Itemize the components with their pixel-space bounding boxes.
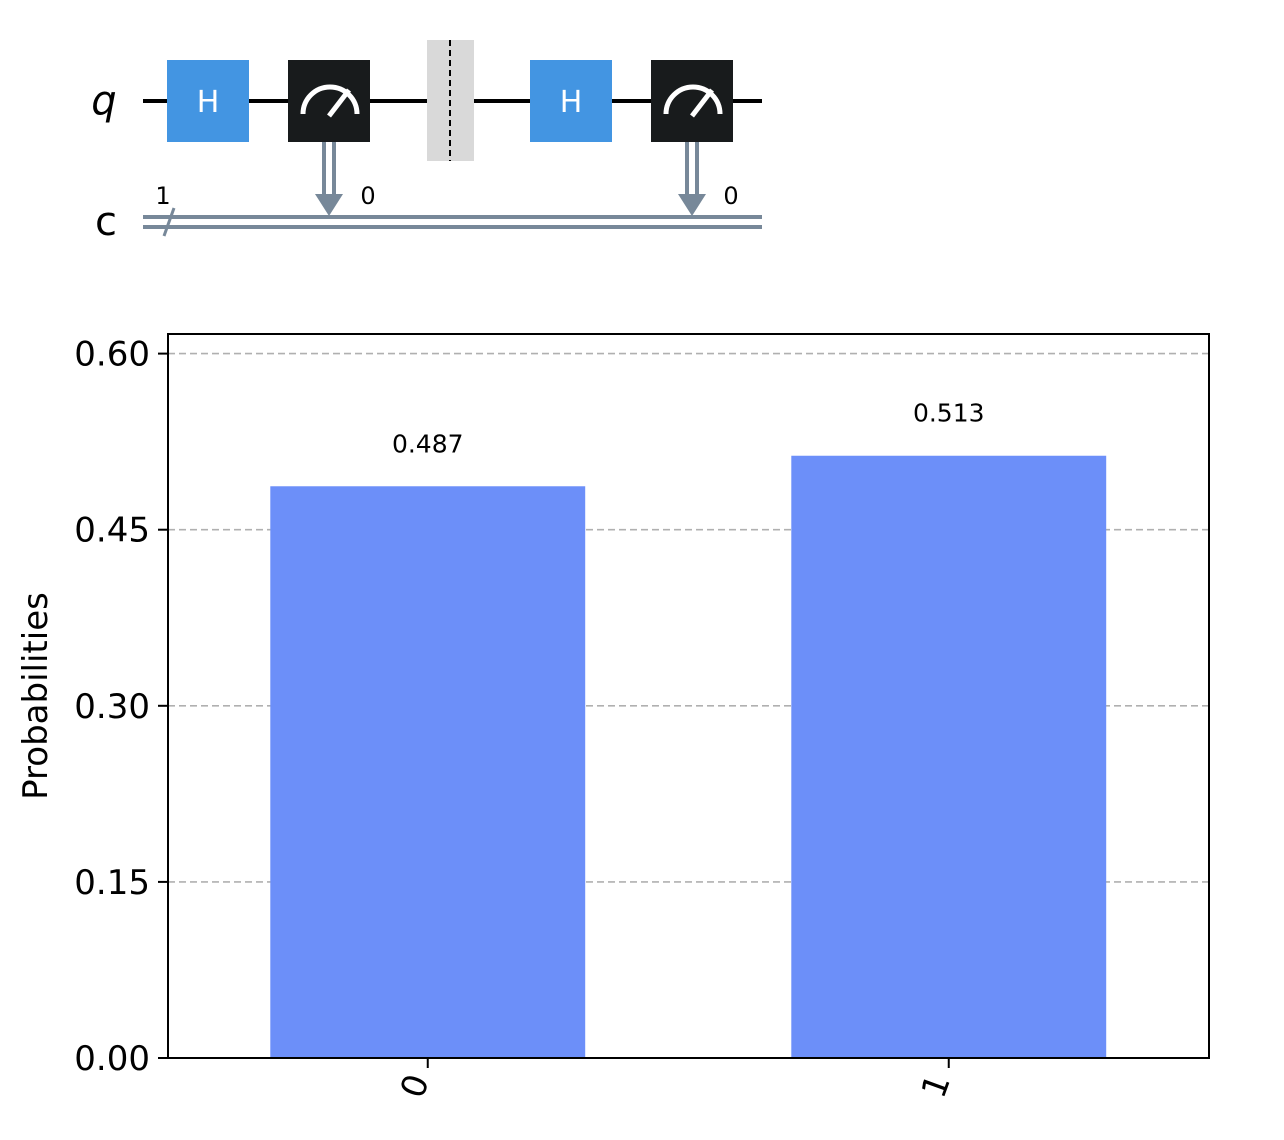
- measure-gate-2: [651, 60, 733, 142]
- bar-value-label: 0.487: [392, 429, 464, 458]
- meter-needle-2: [690, 88, 714, 118]
- grid-lines: [168, 352, 1209, 883]
- measure-1-target-label: 0: [360, 182, 375, 210]
- measure-1-arrow: [315, 194, 343, 216]
- bars: [270, 455, 1107, 1059]
- h-gate-1: [167, 60, 249, 142]
- plot-frame: [167, 333, 1210, 1059]
- meter-needle-1: [327, 88, 351, 118]
- clbit-label: c: [95, 199, 117, 245]
- bus-width-label: 1: [155, 182, 170, 210]
- qubit-label: q: [91, 78, 116, 124]
- meter-icon: [300, 84, 360, 115]
- bar-value-label: 0.513: [913, 399, 985, 428]
- measure-2-target-label: 0: [723, 182, 738, 210]
- y-tick-label: 0.30: [74, 687, 150, 727]
- y-tick-label: 0.15: [74, 863, 150, 903]
- y-ticks: 0.00 0.15 0.30 0.45 0.60: [74, 335, 168, 1079]
- y-tick-label: 0.45: [74, 511, 150, 551]
- h-gate-2-label: H: [560, 85, 583, 120]
- x-tick-label: 0: [393, 1069, 438, 1103]
- measure-2-arrow: [678, 194, 706, 216]
- x-tick-label: 1: [914, 1069, 959, 1103]
- y-tick-label: 0.00: [74, 1039, 150, 1079]
- h-gate-1-label: H: [197, 85, 220, 120]
- value-labels: 0.487 0.513: [392, 399, 985, 459]
- meter-icon: [663, 84, 723, 115]
- circuit-diagram: q c 1 H 0 H: [91, 40, 762, 245]
- bus-slash: [162, 207, 176, 237]
- y-axis-label: Probabilities: [16, 592, 56, 800]
- y-tick-label: 0.60: [74, 335, 150, 375]
- h-gate-2: [530, 60, 612, 142]
- bar-1: [791, 455, 1107, 1059]
- bar-0: [270, 486, 586, 1058]
- measure-gate-1: [288, 60, 370, 142]
